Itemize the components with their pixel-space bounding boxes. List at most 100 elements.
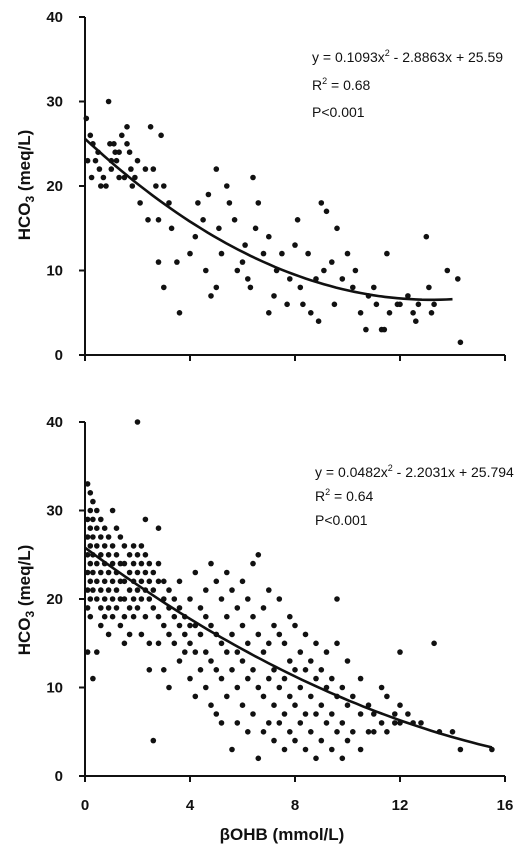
data-point — [234, 649, 241, 655]
data-point — [105, 569, 112, 576]
r-squared-value-bottom: = 0.64 — [330, 488, 373, 504]
data-point — [315, 318, 322, 325]
data-point — [428, 310, 435, 316]
r-squared-bottom: R2 = 0.64 — [315, 487, 374, 504]
data-point — [334, 693, 340, 700]
data-point — [305, 250, 311, 257]
data-point — [350, 284, 356, 291]
data-point — [126, 552, 133, 558]
data-point — [436, 729, 443, 735]
data-point — [308, 658, 314, 664]
data-point — [105, 631, 112, 638]
data-point — [363, 326, 369, 333]
data-point — [95, 149, 101, 155]
data-point — [297, 649, 304, 655]
data-point — [302, 667, 309, 673]
data-point — [119, 132, 125, 139]
data-point — [255, 755, 262, 762]
data-point — [266, 587, 272, 593]
data-point — [271, 702, 277, 708]
data-point — [378, 684, 385, 691]
data-point — [213, 578, 220, 585]
data-point — [313, 276, 319, 282]
y-tick-label-bottom: 40 — [46, 414, 63, 431]
data-point — [255, 552, 262, 558]
data-point — [357, 675, 364, 682]
data-point — [271, 293, 277, 299]
data-point — [229, 746, 235, 753]
data-point — [87, 613, 94, 620]
data-point — [271, 622, 277, 629]
data-point — [87, 543, 94, 549]
data-point — [161, 596, 167, 602]
data-point — [142, 587, 149, 593]
data-point — [150, 569, 157, 576]
data-point — [239, 259, 246, 265]
data-point — [116, 149, 122, 155]
data-point — [234, 684, 241, 691]
data-point — [292, 242, 298, 248]
data-point — [150, 166, 157, 172]
data-point — [292, 737, 298, 744]
data-point — [94, 596, 100, 602]
data-point — [213, 711, 220, 717]
data-point — [313, 755, 319, 762]
data-point — [166, 605, 172, 611]
data-point — [124, 141, 130, 147]
data-point — [329, 675, 335, 682]
data-point — [245, 729, 251, 735]
data-point — [134, 157, 141, 164]
data-point — [137, 200, 143, 206]
data-point — [252, 225, 259, 232]
data-point — [281, 711, 288, 717]
data-point — [323, 684, 330, 691]
data-point — [287, 276, 293, 282]
data-point — [203, 649, 209, 655]
data-point — [142, 166, 149, 172]
data-point — [203, 613, 209, 620]
data-point — [216, 225, 222, 232]
data-point — [187, 640, 193, 647]
data-point — [287, 693, 293, 700]
data-point — [302, 631, 309, 638]
data-point — [117, 578, 124, 585]
data-point — [105, 534, 112, 540]
data-point — [205, 191, 212, 198]
fit-annotation-bottom: y = 0.0482x2 - 2.2031x + 25.794 R2 = 0.6… — [315, 463, 514, 528]
data-point — [138, 631, 145, 638]
data-point — [113, 587, 120, 593]
data-point — [87, 596, 94, 602]
fit-equation-part1-bottom: y = 0.0482x — [315, 464, 388, 480]
data-point — [245, 675, 251, 682]
data-point — [126, 587, 133, 593]
data-point — [200, 217, 206, 223]
data-point — [117, 534, 124, 540]
data-point — [350, 729, 356, 735]
data-point — [203, 267, 209, 274]
data-point — [229, 667, 235, 673]
scatter-points-bottom — [84, 419, 495, 762]
data-point — [83, 115, 90, 122]
data-point — [134, 587, 141, 593]
data-point — [192, 622, 199, 629]
data-point — [234, 720, 241, 726]
data-point — [449, 729, 456, 735]
data-point — [339, 684, 346, 691]
data-point — [155, 613, 162, 620]
data-point — [134, 605, 141, 611]
data-point — [142, 569, 149, 576]
data-point — [344, 658, 351, 664]
data-point — [109, 613, 116, 620]
data-point — [231, 217, 238, 223]
data-point — [98, 516, 104, 523]
data-point — [229, 631, 235, 638]
data-point — [373, 301, 380, 308]
data-point — [130, 543, 137, 549]
y-tick-label-bottom: 30 — [46, 503, 63, 520]
data-point — [213, 166, 220, 172]
data-point — [234, 267, 241, 274]
data-point — [121, 640, 128, 647]
data-point — [239, 622, 246, 629]
data-point — [334, 640, 340, 647]
data-point — [195, 200, 201, 206]
